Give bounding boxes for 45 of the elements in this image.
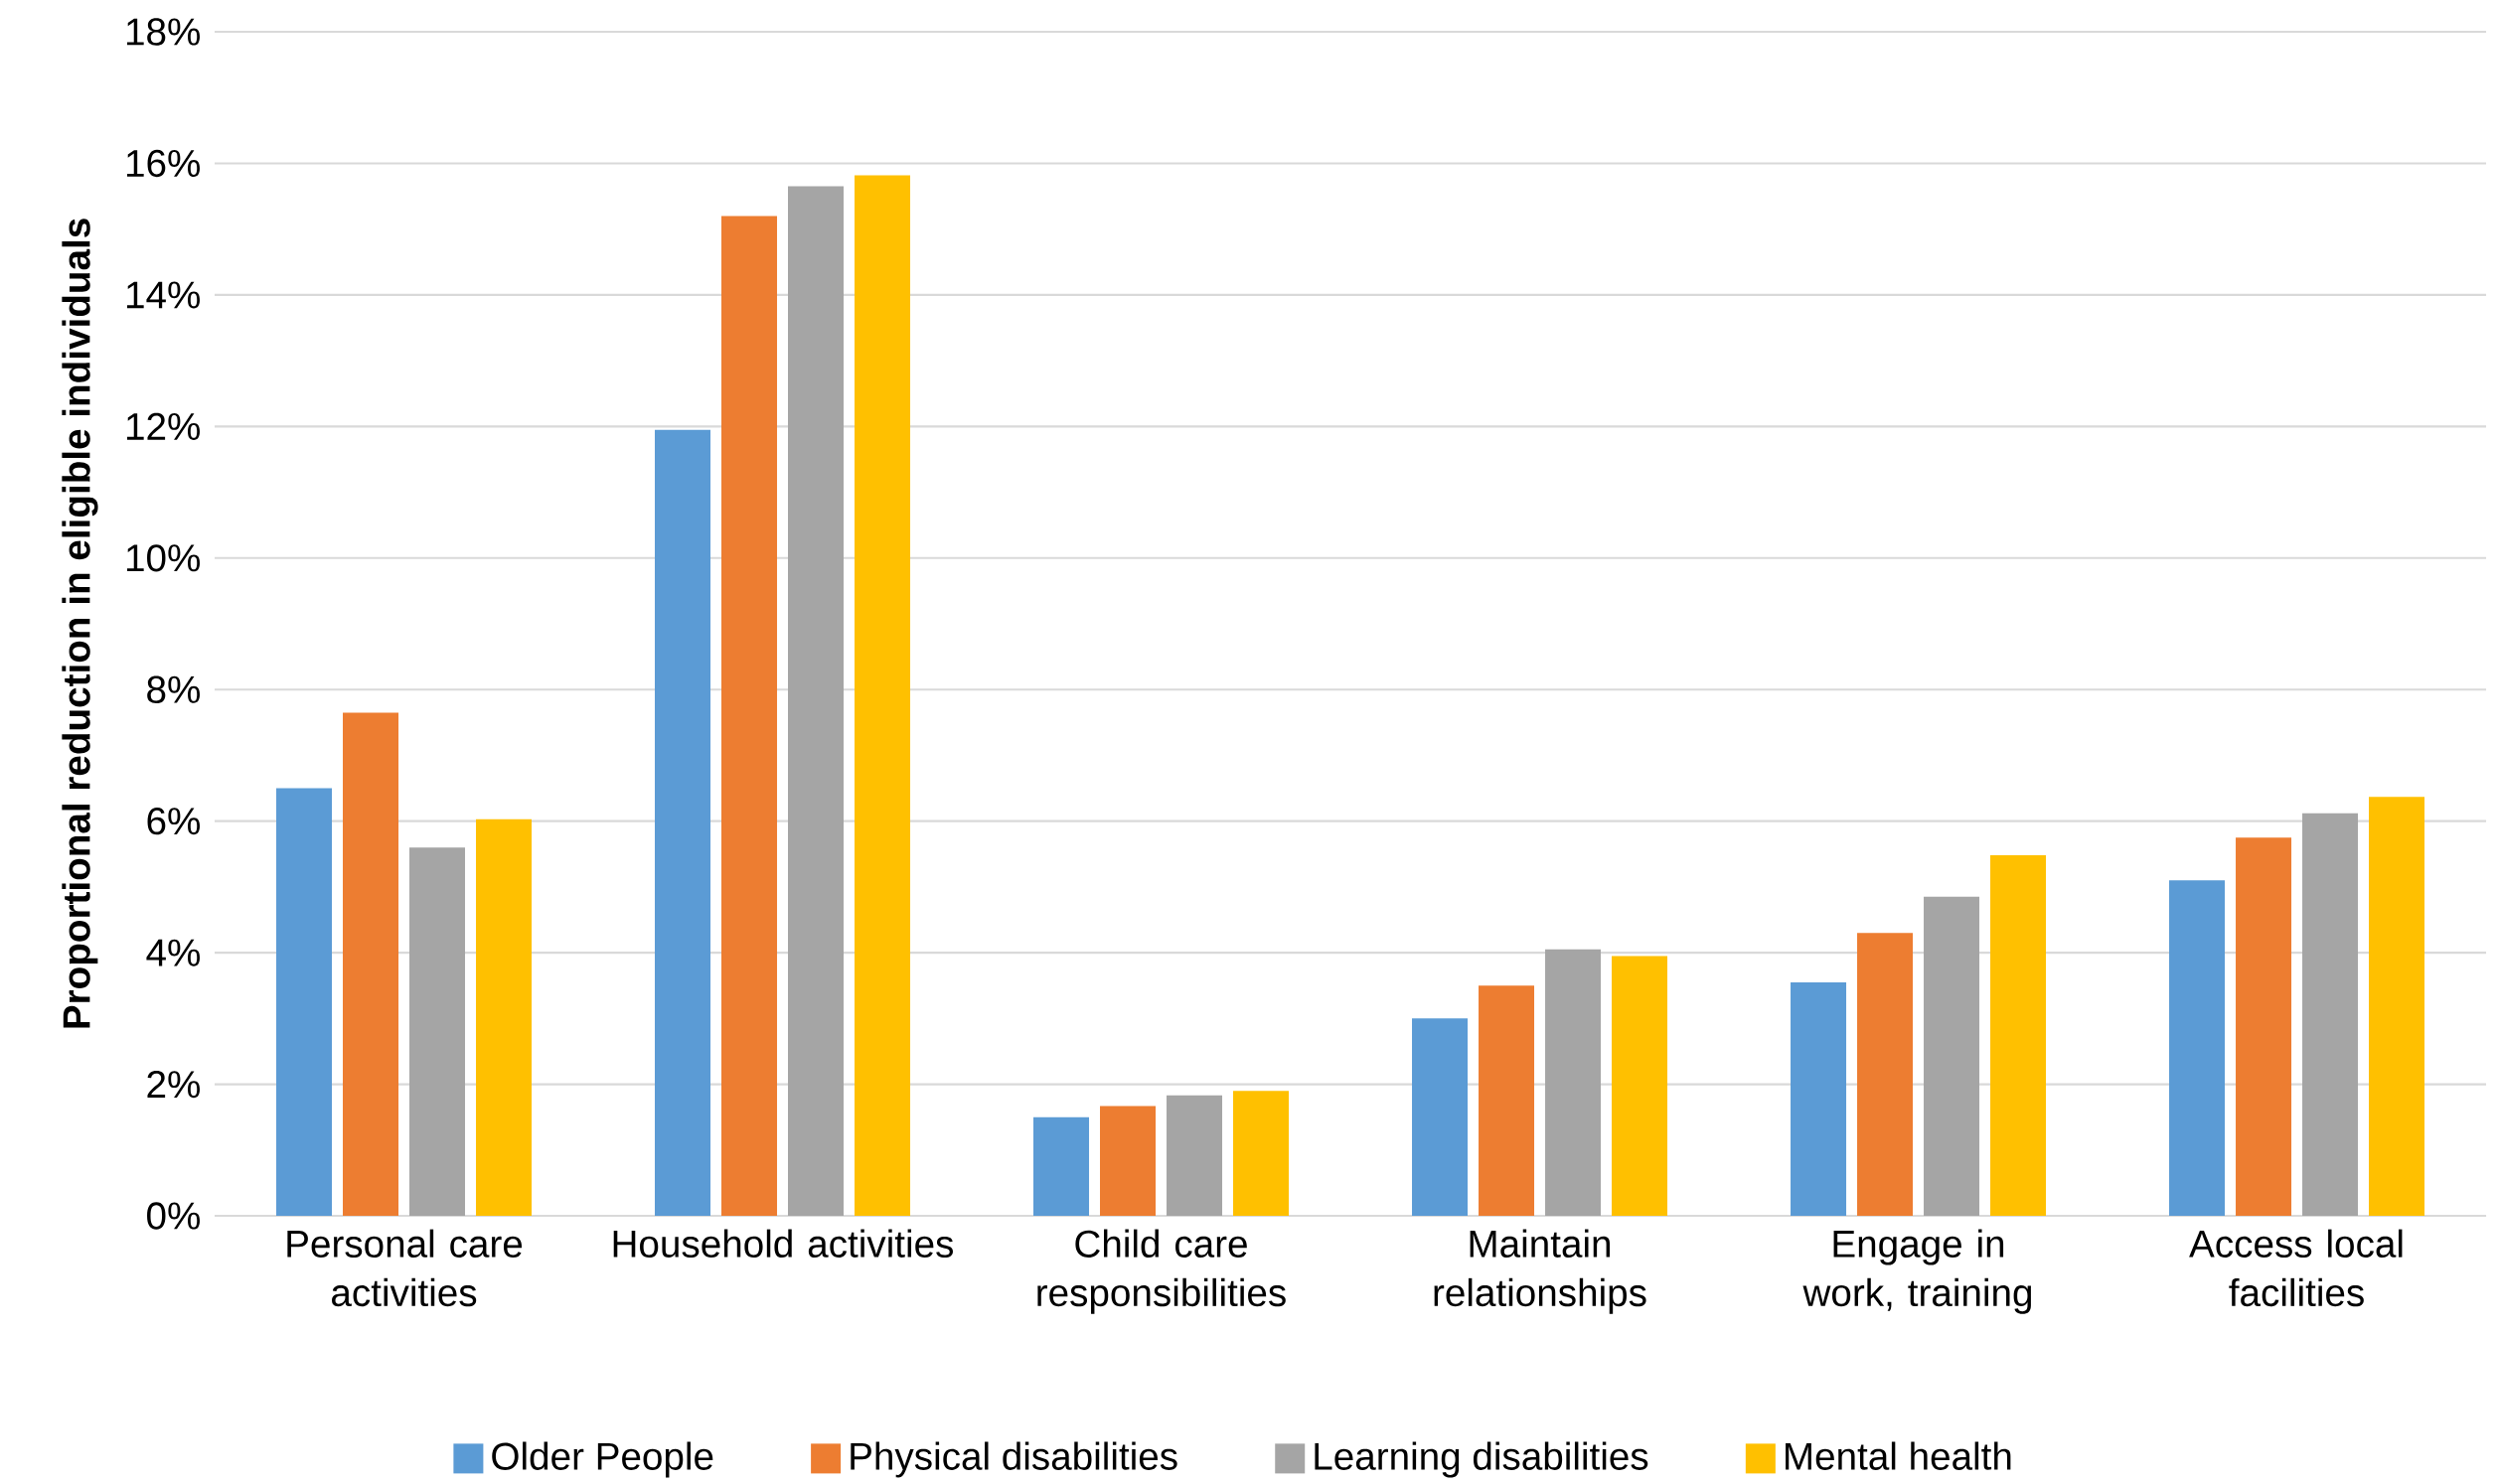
bar	[1857, 933, 1914, 1217]
bar	[1990, 855, 2047, 1217]
bar	[1791, 981, 1847, 1217]
bar	[788, 186, 845, 1217]
bar	[721, 216, 778, 1217]
bar	[2302, 813, 2359, 1217]
y-tick-label: 12%	[126, 412, 200, 440]
legend-label: Older People	[492, 1441, 713, 1478]
y-tick-label: 4%	[146, 939, 200, 966]
bar	[1233, 1091, 1290, 1217]
y-tick-label: 6%	[147, 808, 200, 835]
bar	[343, 712, 399, 1217]
bar	[1545, 949, 1602, 1217]
y-tick-label: 8%	[147, 675, 200, 703]
bar	[1167, 1095, 1223, 1217]
bar	[2369, 797, 2425, 1217]
bar	[2169, 880, 2226, 1217]
x-tick-label: Access local facilities	[2189, 1229, 2403, 1307]
bar	[1612, 956, 1668, 1217]
bar	[476, 818, 533, 1217]
y-tick-label: 18%	[126, 18, 200, 46]
legend-label: Learning disabilities	[1315, 1441, 1648, 1478]
legend-label: Physical disabilities	[851, 1441, 1177, 1478]
bar	[1100, 1106, 1157, 1217]
bar	[1924, 896, 1980, 1217]
bar	[1479, 985, 1535, 1217]
bar	[655, 429, 711, 1217]
bar	[409, 847, 466, 1217]
legend-label: Mental health	[1786, 1441, 2011, 1470]
x-tick-label: Personal care activities	[287, 1229, 523, 1307]
x-tick-label: Household activities	[613, 1229, 953, 1259]
x-tick-label: Maintain relationships	[1434, 1229, 1646, 1314]
y-tick-label: 16%	[126, 149, 200, 178]
bar	[1412, 1018, 1469, 1217]
bar	[2236, 837, 2292, 1217]
bar	[1033, 1116, 1090, 1217]
y-axis-title: Proportional reduction in eligible individuals	[62, 219, 98, 1028]
y-tick-label: 10%	[126, 544, 200, 572]
y-tick-label: 2%	[147, 1071, 200, 1099]
x-tick-label: Engage in work, training	[1802, 1229, 2032, 1314]
y-tick-label: 0%	[147, 1202, 200, 1230]
bar	[276, 788, 333, 1217]
x-tick-label: Child care responsibilities	[1037, 1229, 1286, 1314]
y-tick-label: 14%	[126, 281, 200, 309]
bar	[855, 175, 911, 1217]
